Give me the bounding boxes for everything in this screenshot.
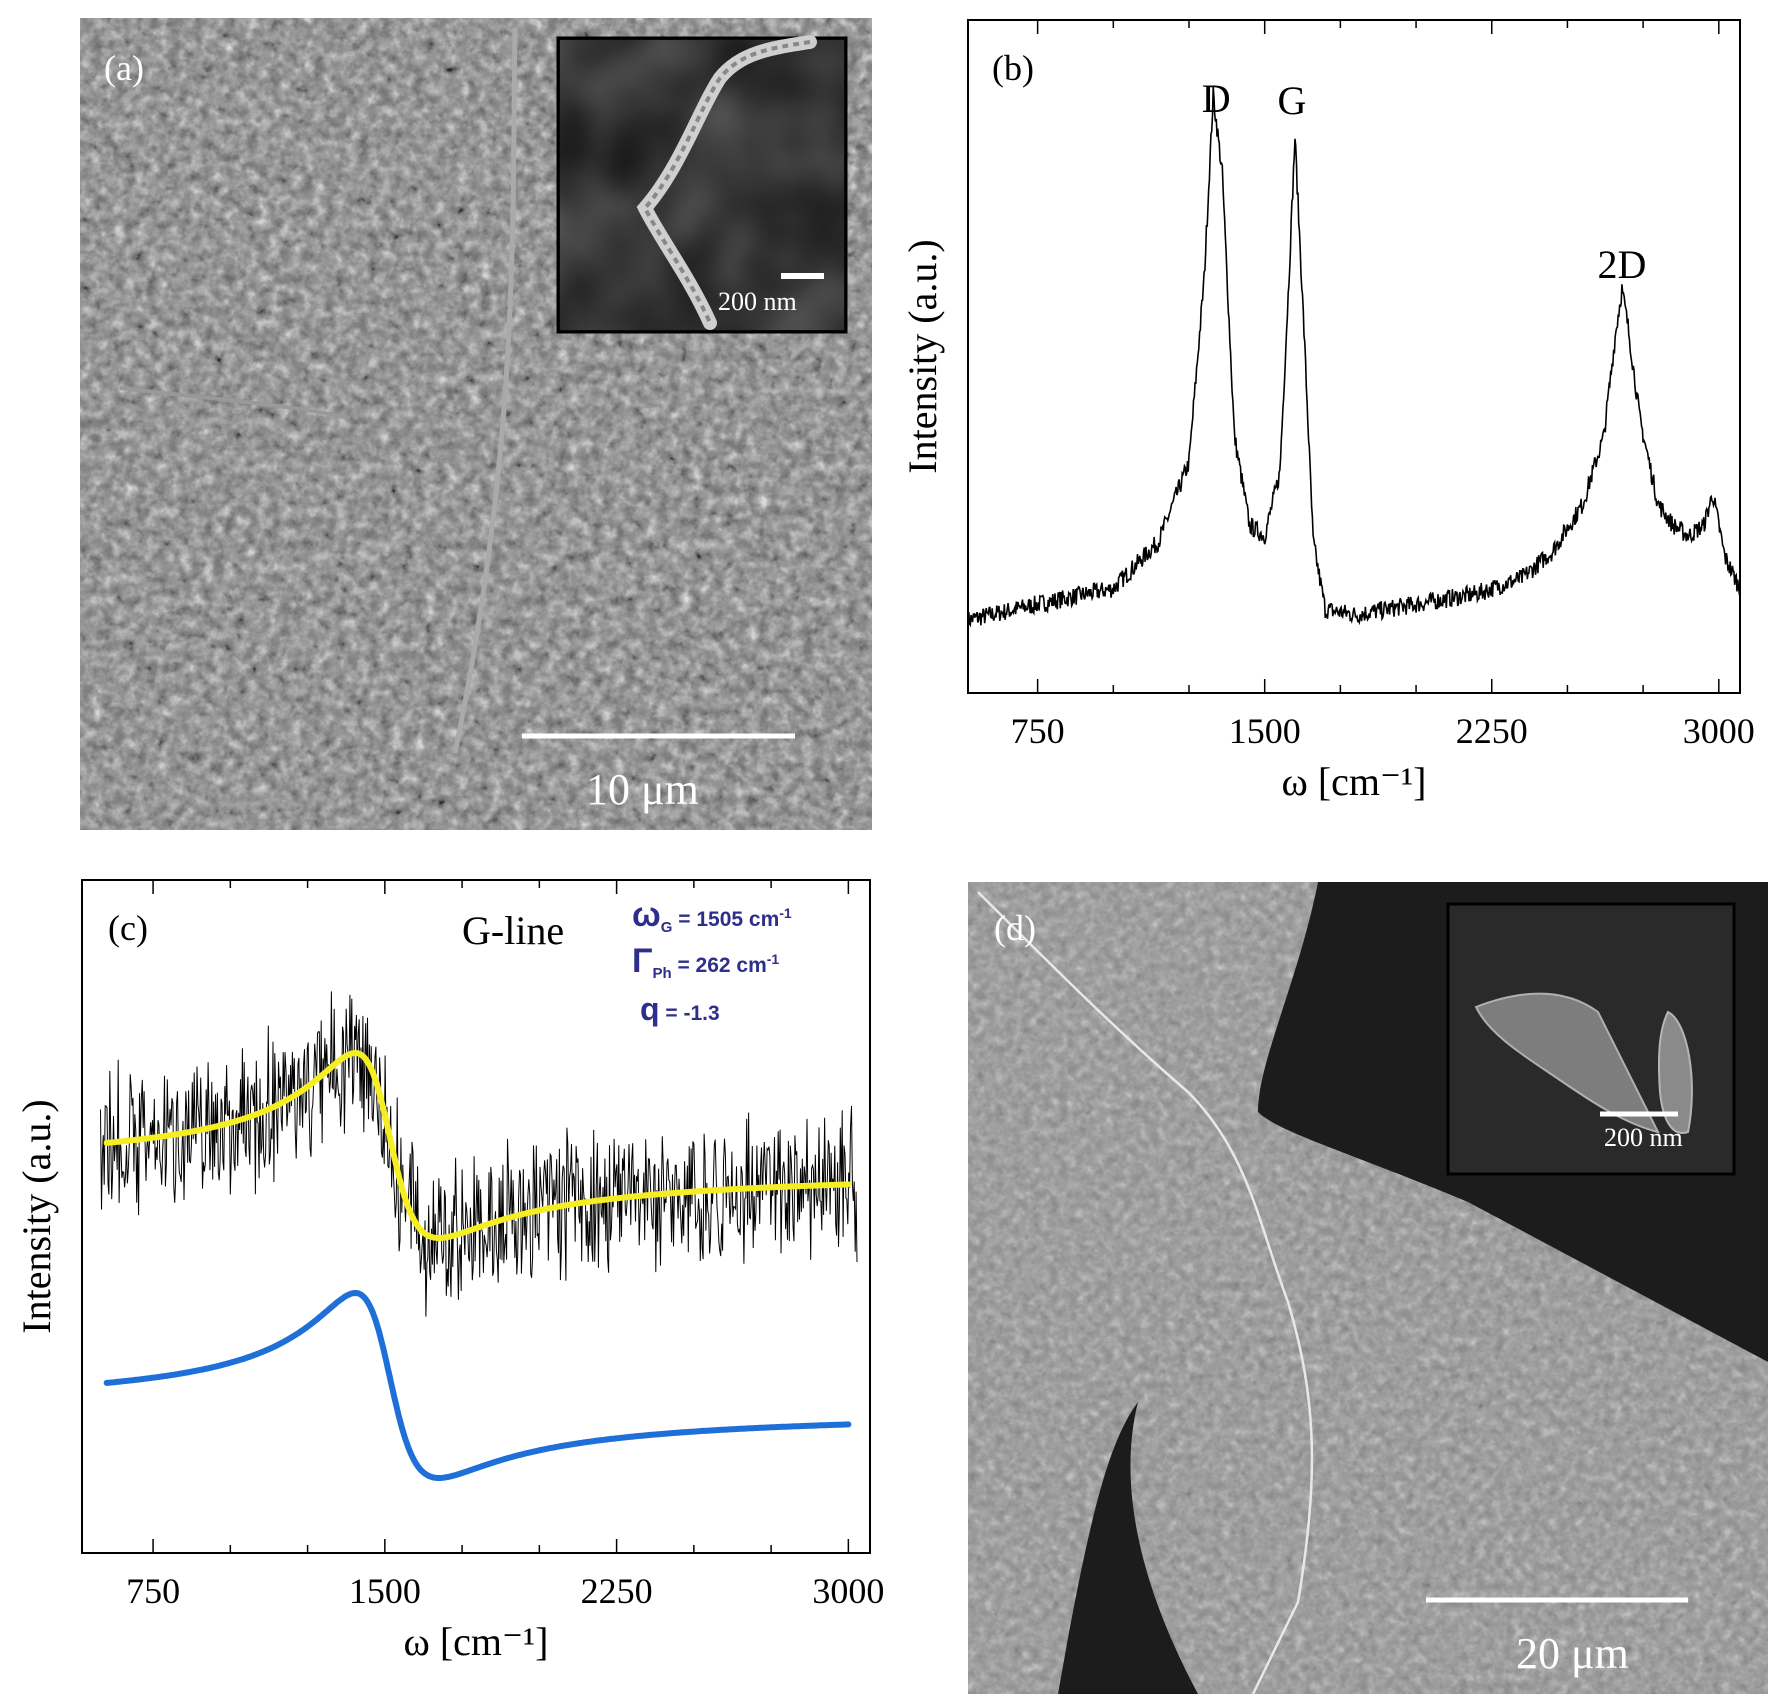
raman-spectrum-line xyxy=(967,86,1741,630)
x-tick-label: 3000 xyxy=(1683,711,1755,751)
panel-c: 750 1500 2250 3000 ω [cm⁻¹] Intensity (a.u.) (… xyxy=(0,860,890,1703)
x-axis-label: ω [cm⁻¹] xyxy=(1282,759,1427,804)
fiber xyxy=(119,386,351,420)
fit-parameter: ωG = 1505 cm-1 xyxy=(632,896,792,936)
g-line-label: G-line xyxy=(462,908,564,953)
y-axis-label: Intensity (a.u.) xyxy=(900,239,945,473)
x-tick-label: 1500 xyxy=(1229,711,1301,751)
panel-d: (d) 200 nm 20 μm xyxy=(968,882,1768,1695)
inset-scale-bar-label-d: 200 nm xyxy=(1604,1123,1683,1152)
long-fiber xyxy=(452,27,518,754)
raman-chart-b: 750 1500 2250 3000 ω [cm⁻¹] Intensity (a.u.) (… xyxy=(900,19,1755,804)
x-tick-label: 750 xyxy=(1011,711,1065,751)
fano-chart-c: 750 1500 2250 3000 ω [cm⁻¹] Intensity (a.u.) (… xyxy=(14,879,884,1664)
plot-frame xyxy=(967,19,1741,694)
peak-label-2d: 2D xyxy=(1597,242,1646,287)
panel-b: 750 1500 2250 3000 ω [cm⁻¹] Intensity (a.u.) (… xyxy=(880,0,1790,840)
sem-image-a: (a) 200 nm 10 μm xyxy=(80,18,872,830)
inset-scale-bar-label: 200 nm xyxy=(718,287,797,316)
x-tick-label: 1500 xyxy=(349,1571,421,1611)
noisy-data-line xyxy=(100,991,858,1317)
x-axis-label: ω [cm⁻¹] xyxy=(404,1619,549,1664)
panel-label-a: (a) xyxy=(104,48,144,88)
plot-frame xyxy=(81,879,871,1554)
x-tick-label: 3000 xyxy=(812,1571,884,1611)
nanosheet-flake xyxy=(1474,992,1660,1134)
inset-a: 200 nm xyxy=(556,35,848,334)
scale-bar-label: 10 μm xyxy=(586,765,699,814)
y-axis-label: Intensity (a.u.) xyxy=(14,1099,59,1333)
peak-label-d: D xyxy=(1202,76,1231,121)
sem-image-d: (d) 200 nm 20 μm xyxy=(968,882,1768,1695)
panel-label-d: (d) xyxy=(994,908,1036,948)
single-fiber xyxy=(977,891,1314,1695)
x-tick-label: 750 xyxy=(126,1571,180,1611)
fit-parameter: ΓPh = 262 cm-1 xyxy=(632,942,779,982)
fano-fit-line xyxy=(103,1049,852,1241)
x-tick-label: 2250 xyxy=(1456,711,1528,751)
fano-profile-line xyxy=(103,1289,852,1481)
inset-d: 200 nm xyxy=(1446,902,1736,1176)
panel-label: (c) xyxy=(108,908,148,948)
panel-label: (b) xyxy=(992,48,1034,88)
x-tick-label: 2250 xyxy=(581,1571,653,1611)
panel-a: (a) 200 nm 10 μm xyxy=(80,18,872,830)
fit-parameter: q = -1.3 xyxy=(640,991,720,1027)
peak-label-g: G xyxy=(1277,78,1306,123)
scale-bar-label-d: 20 μm xyxy=(1516,1629,1629,1678)
